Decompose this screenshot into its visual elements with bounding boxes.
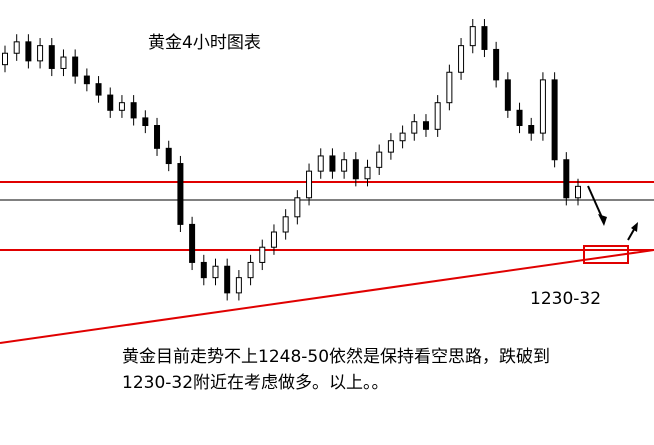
candle-body — [528, 125, 535, 134]
candle-body — [376, 151, 383, 168]
candle-body — [364, 166, 371, 180]
candle-body — [422, 121, 429, 130]
candle-body — [317, 155, 324, 172]
arrow-head — [631, 222, 638, 232]
candle-body — [516, 109, 523, 127]
candle-body — [13, 41, 20, 54]
target-box — [583, 245, 629, 264]
candle-body — [282, 216, 289, 233]
candle-body — [387, 140, 394, 153]
candle-body — [25, 41, 32, 62]
note-line: 1230-32附近在考虑做多。以上。。 — [122, 373, 389, 393]
candle-body — [434, 102, 441, 130]
candle-body — [95, 83, 102, 96]
candle-body — [341, 159, 348, 172]
candle-body — [189, 223, 196, 263]
annotations — [0, 181, 654, 344]
target-label: 1230-32 — [530, 289, 601, 309]
candle-body — [481, 26, 488, 50]
candle-body — [259, 246, 266, 263]
candle-body — [504, 79, 511, 111]
candle-body — [200, 261, 207, 279]
candle-body — [212, 265, 219, 279]
candle-body — [154, 125, 161, 149]
candle-body — [551, 79, 558, 161]
candle-body — [2, 52, 8, 66]
candle-body — [469, 26, 476, 47]
candle-body — [270, 231, 277, 248]
candle-body — [458, 45, 465, 73]
candle-body — [399, 132, 406, 142]
candle-body — [575, 185, 581, 199]
candle-body — [563, 159, 570, 199]
candle-body — [235, 277, 242, 294]
candles — [2, 19, 581, 301]
candle-body — [177, 163, 184, 225]
candle-body — [83, 75, 90, 85]
candle-body — [107, 94, 114, 111]
candle-body — [142, 117, 149, 127]
candle-body — [48, 45, 55, 69]
trend-line — [0, 249, 654, 344]
candle-body — [446, 71, 453, 104]
candle-body — [539, 79, 546, 134]
candle-body — [306, 170, 313, 199]
candle-body — [224, 265, 231, 294]
candle-body — [118, 102, 125, 111]
candle-body — [72, 56, 79, 77]
candle-body — [37, 45, 44, 62]
candle-body — [352, 159, 359, 180]
arrow-head — [598, 214, 607, 226]
candle-body — [247, 261, 254, 279]
chart-title: 黄金4小时图表 — [148, 33, 261, 53]
candle-body — [329, 155, 336, 172]
candle-body — [130, 102, 137, 119]
candle-body — [60, 56, 67, 69]
candle-body — [294, 197, 301, 218]
candle-body — [165, 147, 172, 165]
candle-body — [493, 48, 500, 81]
candle-body — [411, 121, 418, 134]
note-line: 黄金目前走势不上1248-50依然是保持看空思路，跌破到 — [122, 347, 550, 367]
